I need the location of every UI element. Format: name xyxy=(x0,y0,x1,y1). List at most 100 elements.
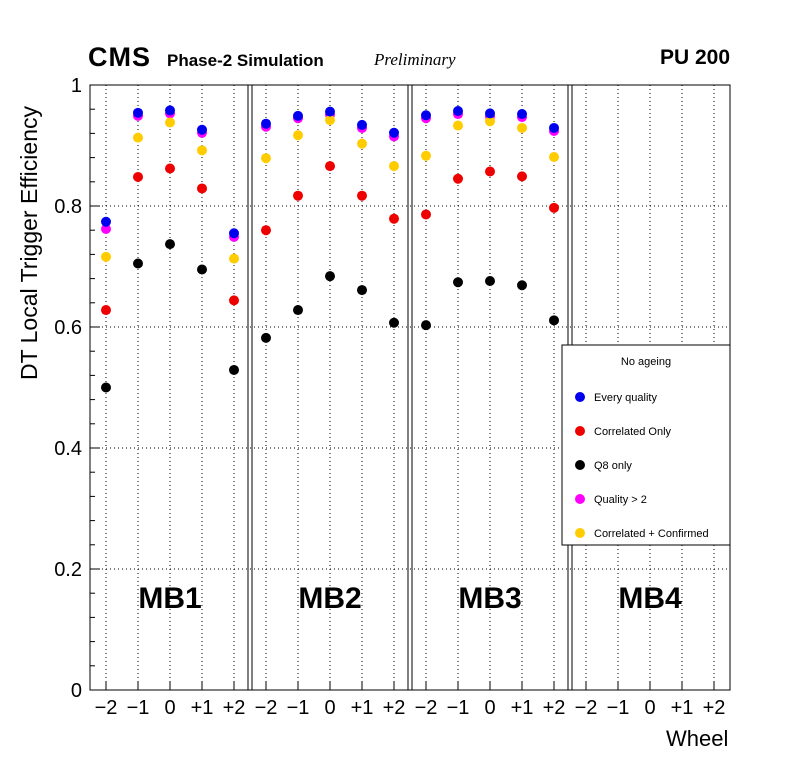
data-point-correlated-confirmed xyxy=(453,120,463,131)
y-tick-label: 1 xyxy=(71,75,82,97)
data-point-correlated-only xyxy=(165,163,175,174)
data-point-correlated-confirmed xyxy=(261,153,271,164)
data-point-every-quality xyxy=(325,106,335,117)
x-tick-label: +2 xyxy=(543,697,566,719)
x-tick-label: +1 xyxy=(511,697,534,719)
x-axis-title: Wheel xyxy=(666,726,729,751)
panel-label-mb4: MB4 xyxy=(618,582,682,615)
legend-marker xyxy=(575,528,585,538)
x-tick-label: +1 xyxy=(671,697,694,719)
x-tick-label: 0 xyxy=(324,697,335,719)
y-tick-label: 0.8 xyxy=(54,196,82,218)
pileup-label: PU 200 xyxy=(659,46,730,69)
legend-label: Correlated Only xyxy=(594,426,672,438)
x-tick-label: +1 xyxy=(351,697,374,719)
legend-header: No ageing xyxy=(621,356,671,368)
panel-label-mb3: MB3 xyxy=(458,582,521,615)
data-point-q8-only xyxy=(389,317,399,328)
data-point-correlated-only xyxy=(325,161,335,172)
x-tick-label: 0 xyxy=(164,697,175,719)
data-point-correlated-only xyxy=(389,213,399,224)
legend-label: Correlated + Confirmed xyxy=(594,528,709,540)
data-point-q8-only xyxy=(549,315,559,326)
data-point-every-quality xyxy=(357,119,367,130)
panel-label-mb1: MB1 xyxy=(138,582,201,615)
data-point-every-quality xyxy=(517,109,527,120)
data-point-correlated-confirmed xyxy=(133,132,143,143)
x-tick-label: −2 xyxy=(95,697,118,719)
data-point-correlated-only xyxy=(197,183,207,194)
panel-label-mb2: MB2 xyxy=(298,582,361,615)
x-tick-label: 0 xyxy=(644,697,655,719)
y-tick-label: 0.2 xyxy=(54,559,82,581)
x-tick-label: +2 xyxy=(383,697,406,719)
data-point-correlated-confirmed xyxy=(421,150,431,161)
data-point-q8-only xyxy=(453,277,463,288)
data-point-correlated-confirmed xyxy=(101,251,111,262)
data-point-q8-only xyxy=(293,305,303,316)
x-tick-label: −2 xyxy=(255,697,278,719)
data-point-correlated-only xyxy=(293,190,303,201)
data-point-every-quality xyxy=(485,108,495,119)
x-tick-label: −1 xyxy=(607,697,630,719)
y-tick-label: 0.4 xyxy=(54,438,82,460)
data-point-correlated-only xyxy=(101,305,111,316)
data-point-correlated-only xyxy=(261,225,271,236)
data-point-q8-only xyxy=(229,364,239,375)
legend-box xyxy=(561,344,731,546)
x-tick-label: −2 xyxy=(415,697,438,719)
data-point-q8-only xyxy=(165,239,175,250)
data-point-correlated-confirmed xyxy=(165,117,175,128)
data-point-correlated-only xyxy=(485,166,495,177)
data-point-correlated-only xyxy=(133,171,143,182)
x-tick-label: +2 xyxy=(703,697,726,719)
data-point-every-quality xyxy=(421,110,431,121)
x-tick-label: +1 xyxy=(191,697,214,719)
x-tick-label: −1 xyxy=(127,697,150,719)
data-point-correlated-only xyxy=(549,202,559,213)
x-tick-label: 0 xyxy=(484,697,495,719)
data-point-q8-only xyxy=(325,271,335,282)
data-point-q8-only xyxy=(261,332,271,343)
legend-marker xyxy=(575,460,585,470)
legend-marker xyxy=(575,392,585,402)
data-point-correlated-confirmed xyxy=(325,115,335,126)
data-point-q8-only xyxy=(357,285,367,296)
legend-marker xyxy=(575,426,585,436)
data-point-every-quality xyxy=(261,118,271,129)
data-point-correlated-confirmed xyxy=(357,138,367,149)
preliminary-label: Preliminary xyxy=(374,50,456,69)
data-point-q8-only xyxy=(197,264,207,275)
data-point-q8-only xyxy=(133,258,143,269)
data-point-every-quality xyxy=(133,107,143,118)
x-tick-label: +2 xyxy=(223,697,246,719)
data-point-every-quality xyxy=(549,122,559,133)
data-point-correlated-only xyxy=(517,171,527,182)
data-point-every-quality xyxy=(389,127,399,138)
data-point-q8-only xyxy=(421,320,431,331)
phase2-simulation-label: Phase-2 Simulation xyxy=(167,51,324,70)
x-tick-label: −1 xyxy=(287,697,310,719)
legend-label: Every quality xyxy=(594,392,657,404)
data-point-q8-only xyxy=(485,276,495,287)
data-point-every-quality xyxy=(197,124,207,135)
data-point-correlated-confirmed xyxy=(485,116,495,127)
data-point-quality-2 xyxy=(101,223,111,234)
data-point-every-quality xyxy=(101,216,111,227)
data-point-q8-only xyxy=(517,280,527,291)
data-point-q8-only xyxy=(101,382,111,393)
data-point-every-quality xyxy=(229,228,239,239)
data-point-correlated-confirmed xyxy=(229,253,239,264)
data-point-correlated-confirmed xyxy=(549,151,559,162)
x-tick-label: −1 xyxy=(447,697,470,719)
data-point-correlated-confirmed xyxy=(389,161,399,172)
data-point-every-quality xyxy=(165,105,175,116)
y-tick-label: 0.6 xyxy=(54,317,82,339)
data-point-correlated-confirmed xyxy=(197,145,207,156)
legend-label: Q8 only xyxy=(594,460,632,472)
data-point-correlated-confirmed xyxy=(517,122,527,133)
x-tick-label: −2 xyxy=(575,697,598,719)
legend-marker xyxy=(575,494,585,504)
